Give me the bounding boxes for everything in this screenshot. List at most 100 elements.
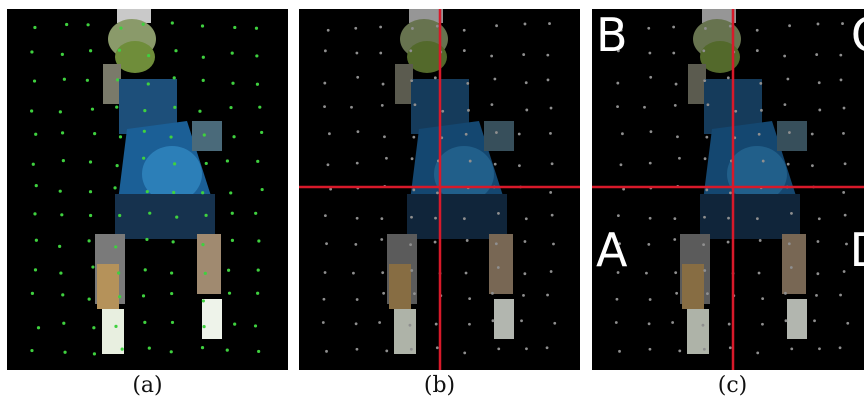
grid-point <box>410 79 414 83</box>
grid-point <box>255 54 259 58</box>
grid-point <box>549 131 552 135</box>
grid-point <box>810 132 814 136</box>
grid-point <box>200 24 205 28</box>
grid-point <box>550 162 554 166</box>
grid-point <box>385 349 389 353</box>
grid-point <box>787 242 791 246</box>
grid-point <box>705 188 709 192</box>
grid-point <box>381 82 385 86</box>
grid-point <box>60 213 64 217</box>
panel-c-scene <box>592 9 864 370</box>
grid-point <box>434 216 437 220</box>
grid-point <box>839 293 842 297</box>
grid-point <box>674 271 678 275</box>
grid-point <box>728 24 732 28</box>
grid-point <box>65 22 69 27</box>
grid-point <box>413 292 416 296</box>
grid-point <box>675 291 679 295</box>
grid-point <box>379 51 383 55</box>
grid-point <box>143 268 147 272</box>
grid-point <box>260 187 264 192</box>
grid-point <box>115 78 120 82</box>
grid-point <box>467 108 470 112</box>
grid-point <box>783 103 787 107</box>
grid-point <box>817 217 821 221</box>
grid-point <box>225 348 229 352</box>
grid-point <box>841 22 844 25</box>
grid-point <box>227 291 232 295</box>
grid-point <box>113 186 117 190</box>
grid-point <box>790 347 794 351</box>
grid-point <box>413 103 417 107</box>
grid-point <box>671 321 675 324</box>
grid-point <box>433 76 437 80</box>
grid-point <box>148 211 152 215</box>
grid-point <box>33 212 37 216</box>
grid-point <box>257 349 261 354</box>
grid-point <box>552 242 555 246</box>
person-figure <box>680 9 807 354</box>
grid-point <box>59 271 63 275</box>
grid-point <box>203 271 207 275</box>
grid-point <box>172 190 176 195</box>
grid-point <box>647 242 651 246</box>
grid-point <box>811 164 814 168</box>
grid-point <box>382 291 386 295</box>
grid-point <box>727 322 731 326</box>
grid-point <box>385 156 388 160</box>
grid-point <box>789 266 793 269</box>
grid-point <box>673 217 677 221</box>
grid-point <box>175 215 179 219</box>
grid-point <box>546 78 550 82</box>
grid-point <box>354 242 358 246</box>
grid-point <box>843 213 847 217</box>
grid-point <box>355 298 359 301</box>
grid-point <box>755 49 759 52</box>
grid-point <box>468 322 471 326</box>
grid-point <box>378 321 382 324</box>
grid-point <box>227 268 231 272</box>
grid-point <box>115 105 119 109</box>
grid-point <box>842 131 845 135</box>
grid-point <box>468 159 472 163</box>
grid-point <box>545 346 549 350</box>
grid-point <box>761 322 764 326</box>
grid-point <box>757 132 761 136</box>
grid-point <box>254 211 258 215</box>
grid-point <box>702 347 706 351</box>
grid-point <box>141 294 146 298</box>
grid-point <box>34 238 38 242</box>
grid-point <box>491 319 495 323</box>
grid-point <box>759 81 763 85</box>
grid-point <box>85 78 89 82</box>
grid-point <box>495 131 498 134</box>
caption-c: (c) <box>717 373 748 398</box>
grid-point <box>702 49 706 53</box>
grid-point <box>114 245 118 249</box>
grid-point <box>230 211 234 215</box>
grid-point <box>673 238 677 241</box>
grid-points <box>321 22 557 355</box>
grid-point <box>170 291 174 296</box>
grid-point <box>435 24 439 28</box>
grid-point <box>355 347 359 351</box>
grid-point <box>356 130 360 134</box>
grid-point <box>61 293 65 297</box>
grid-point <box>546 293 549 297</box>
panel-a-scene <box>30 9 264 356</box>
grid-point <box>117 48 122 52</box>
grid-point <box>89 213 93 218</box>
grid-point <box>170 320 175 325</box>
grid-point <box>260 130 264 135</box>
grid-point <box>703 79 707 83</box>
grid-point <box>381 271 385 275</box>
grid-point <box>90 107 95 111</box>
grid-point <box>525 347 528 351</box>
grid-point <box>202 325 206 329</box>
grid-point <box>60 131 65 135</box>
grid-point <box>616 105 619 109</box>
grid-point <box>383 135 386 139</box>
grid-point <box>783 54 787 58</box>
grid-point <box>839 78 843 82</box>
panel-c-image: B C A D <box>592 9 864 370</box>
